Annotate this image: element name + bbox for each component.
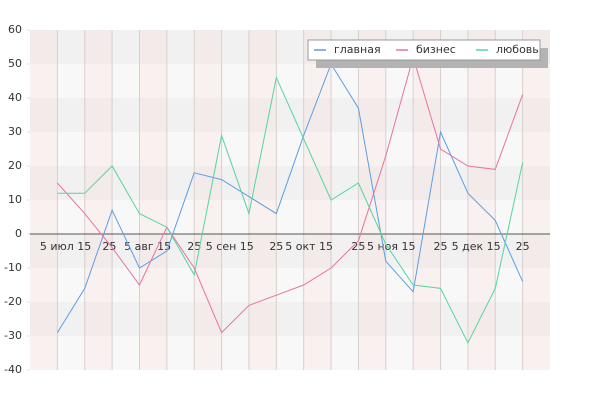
band [30, 336, 550, 370]
x-tick-label: 5 июл 15 [40, 240, 91, 253]
y-tick-label: -20 [4, 295, 22, 308]
x-tick-label: 25 [269, 240, 283, 253]
x-tick-label: 5 окт 15 [285, 240, 333, 253]
x-tick-label: 25 [102, 240, 116, 253]
stripe [522, 30, 550, 370]
stripe [194, 30, 222, 370]
stripe [303, 30, 332, 370]
legend-label: любовь [496, 43, 539, 56]
x-tick-label: 5 ноя 15 [367, 240, 416, 253]
band [30, 64, 550, 98]
x-tick-label: 5 дек 15 [452, 240, 501, 253]
x-tick-label: 5 сен 15 [206, 240, 254, 253]
stripe [413, 30, 441, 370]
y-tick-label: 10 [8, 193, 22, 206]
x-tick-label: 25 [351, 240, 365, 253]
stripe [139, 30, 167, 370]
band [30, 98, 550, 132]
series-line [56, 62, 524, 333]
y-tick-label: -30 [4, 329, 22, 342]
band [30, 302, 550, 336]
stripe [30, 30, 58, 370]
stripe [467, 30, 496, 370]
x-tick-label: 25 [187, 240, 201, 253]
series-line [57, 75, 524, 344]
band [30, 234, 550, 268]
x-tick-label: 25 [516, 240, 530, 253]
legend-box [307, 39, 541, 61]
stripe [358, 30, 386, 370]
series-line [56, 55, 524, 334]
y-tick-label: 0 [15, 227, 22, 240]
y-tick-label: -10 [4, 261, 22, 274]
stripe [84, 30, 113, 370]
y-tick-label: 50 [8, 57, 22, 70]
legend-label: бизнес [416, 43, 456, 56]
y-tick-label: 30 [8, 125, 22, 138]
band [30, 132, 550, 166]
band [30, 268, 550, 302]
plot-lines [56, 55, 524, 344]
legend: главная бизнес любовь [307, 39, 548, 68]
band [30, 200, 550, 234]
y-tick-label: -40 [4, 363, 22, 376]
y-tick-label: 20 [8, 159, 22, 172]
y-tick-label: 40 [8, 91, 22, 104]
legend-label: главная [334, 43, 381, 56]
x-tick-label: 25 [434, 240, 448, 253]
stripe [248, 30, 277, 370]
y-tick-label: 60 [8, 23, 22, 36]
